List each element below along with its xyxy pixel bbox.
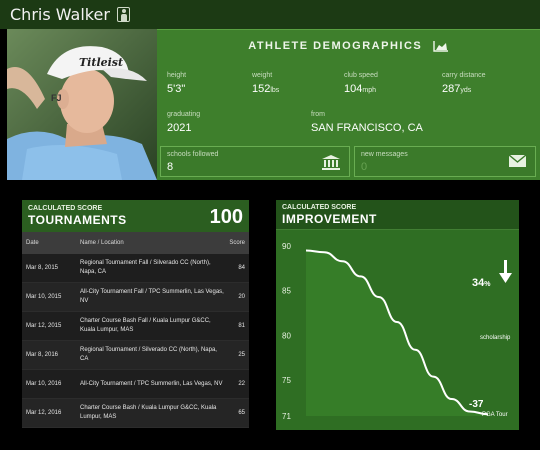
improvement-chart: 90 85 80 75 71 34% scholarship -37 PGA Tour <box>282 242 512 421</box>
stat-weight: weight 152lbs <box>252 72 280 95</box>
stat-graduating: graduating 2021 <box>167 111 201 134</box>
tournaments-card: CALCULATED SCORE TOURNAMENTS 100 Date Na… <box>22 200 249 428</box>
demographics-title: ATHLETE DEMOGRAPHICS <box>157 40 540 52</box>
tournaments-score: 100 <box>209 206 243 228</box>
new-messages-box[interactable]: new messages 0 <box>354 146 536 177</box>
improvement-header: CALCULATED SCORE IMPROVEMENT <box>276 200 519 230</box>
person-icon[interactable] <box>116 7 130 22</box>
table-row[interactable]: Mar 10, 2016 All-City Tournament / TPC S… <box>22 370 249 399</box>
table-header: Date Name / Location Score <box>22 232 249 254</box>
tournaments-header: CALCULATED SCORE TOURNAMENTS 100 <box>22 200 249 232</box>
svg-text:FJ: FJ <box>51 93 62 103</box>
curve-fill <box>306 250 488 416</box>
curve-end-label: PGA Tour <box>482 412 508 418</box>
y-tick-label: 85 <box>282 287 291 296</box>
y-tick-label: 90 <box>282 242 291 251</box>
arrow-down-icon <box>499 260 512 283</box>
area-chart-icon <box>433 40 448 52</box>
stat-carry-distance: carry distance 287yds <box>442 72 486 95</box>
tournament-rows: Mar 8, 2015 Regional Tournament Fall / S… <box>22 254 249 428</box>
y-tick-label: 80 <box>282 331 291 340</box>
table-row[interactable]: Mar 8, 2016 Regional Tournament / Silver… <box>22 341 249 370</box>
improvement-card: CALCULATED SCORE IMPROVEMENT 90 85 80 75 71 … <box>276 200 519 430</box>
schools-followed-box[interactable]: schools followed 8 <box>160 146 350 177</box>
curve-end-value: -37 <box>469 399 484 410</box>
athlete-photo: Titleist FJ <box>7 29 157 180</box>
profile-header: Chris Walker <box>0 0 540 29</box>
scholarship-annotation: scholarship <box>480 335 511 341</box>
improvement-title: IMPROVEMENT <box>282 212 377 226</box>
cap-logo-text: Titleist <box>79 56 123 69</box>
table-row[interactable]: Mar 8, 2015 Regional Tournament Fall / S… <box>22 254 249 283</box>
athlete-demographics-panel: ATHLETE DEMOGRAPHICS height 5'3" weight … <box>157 29 540 180</box>
improvement-percent: 34% <box>472 277 491 289</box>
curve-line <box>305 249 489 416</box>
player-name: Chris Walker <box>10 5 110 24</box>
tournaments-title: TOURNAMENTS <box>28 213 127 227</box>
envelope-icon <box>509 155 526 167</box>
stat-height: height 5'3" <box>167 72 187 95</box>
table-row[interactable]: Mar 12, 2015 Charter Course Bash Fall / … <box>22 312 249 341</box>
stat-club-speed: club speed 104mph <box>344 72 378 95</box>
y-tick-label: 71 <box>282 412 291 421</box>
institution-icon <box>322 155 340 170</box>
y-tick-label: 75 <box>282 376 291 385</box>
stat-from: from SAN FRANCISCO, CA <box>311 111 423 134</box>
table-row[interactable]: Mar 12, 2016 Charter Course Bash / Kuala… <box>22 399 249 428</box>
table-row[interactable]: Mar 10, 2015 All-City Tournament Fall / … <box>22 283 249 312</box>
